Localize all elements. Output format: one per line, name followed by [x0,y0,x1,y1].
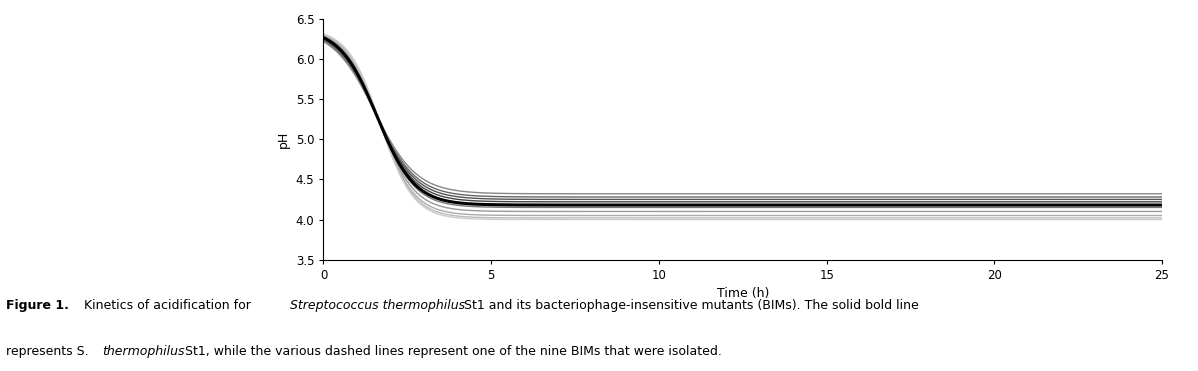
Y-axis label: pH: pH [277,131,290,148]
X-axis label: Time (h): Time (h) [716,287,769,300]
Text: Figure 1.: Figure 1. [6,299,68,312]
Text: thermophilus: thermophilus [102,345,184,358]
Text: St1, while the various dashed lines represent one of the nine BIMs that were iso: St1, while the various dashed lines repr… [181,345,721,358]
Text: Kinetics of acidification for: Kinetics of acidification for [84,299,255,312]
Text: represents S.: represents S. [6,345,92,358]
Text: St1 and its bacteriophage-insensitive mutants (BIMs). The solid bold line: St1 and its bacteriophage-insensitive mu… [460,299,919,312]
Text: Streptococcus thermophilus: Streptococcus thermophilus [290,299,465,312]
